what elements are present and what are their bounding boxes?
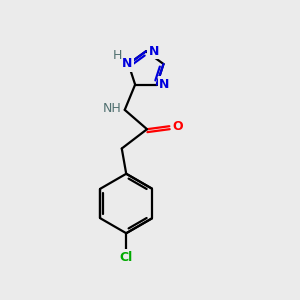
Text: NH: NH: [103, 102, 122, 115]
Text: N: N: [148, 45, 159, 58]
Text: H: H: [112, 49, 122, 62]
Text: Cl: Cl: [120, 251, 133, 264]
Text: O: O: [172, 120, 183, 133]
Text: N: N: [122, 57, 132, 70]
Text: N: N: [159, 78, 170, 91]
